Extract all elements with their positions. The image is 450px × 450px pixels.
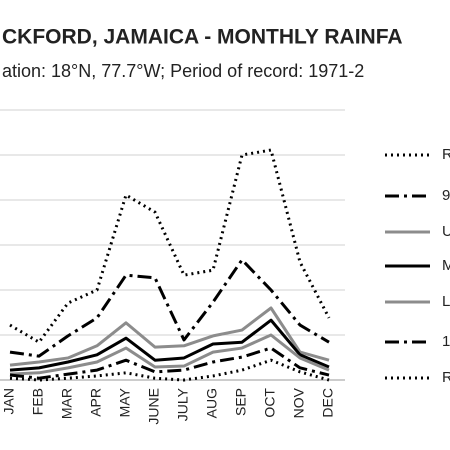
x-tick-label: NOV: [291, 387, 307, 418]
series-line: [9, 306, 330, 367]
x-tick-label: DEC: [320, 388, 336, 418]
legend-label: 1: [442, 333, 450, 350]
series-line: [9, 258, 330, 358]
legend-label: 9: [442, 187, 450, 204]
x-tick-label: JULY: [175, 387, 191, 421]
x-tick-label: JUNE: [146, 388, 162, 425]
chart-title: CKFORD, JAMAICA - MONTHLY RAINFA: [2, 26, 403, 49]
x-tick-label: FEB: [30, 388, 46, 415]
chart-subtitle: ation: 18°N, 77.7°W; Period of record: 1…: [2, 61, 364, 81]
x-tick-label: SEP: [233, 388, 249, 416]
x-tick-label: MAY: [117, 387, 133, 417]
series-line: [9, 346, 330, 380]
x-tick-label: APR: [88, 388, 104, 417]
x-tick-label: JAN: [1, 388, 17, 414]
legend-label: R: [442, 146, 450, 163]
x-tick-label: MAR: [59, 388, 75, 419]
legend-label: U: [442, 223, 450, 240]
legend-label: L: [442, 293, 450, 310]
series-line: [9, 148, 331, 344]
x-tick-label: AUG: [204, 388, 220, 418]
series-line: [9, 333, 330, 376]
legend-label: R: [442, 369, 450, 386]
x-tick-label: OCT: [262, 388, 278, 418]
legend-label: M: [442, 257, 450, 274]
series-line: [9, 318, 330, 372]
